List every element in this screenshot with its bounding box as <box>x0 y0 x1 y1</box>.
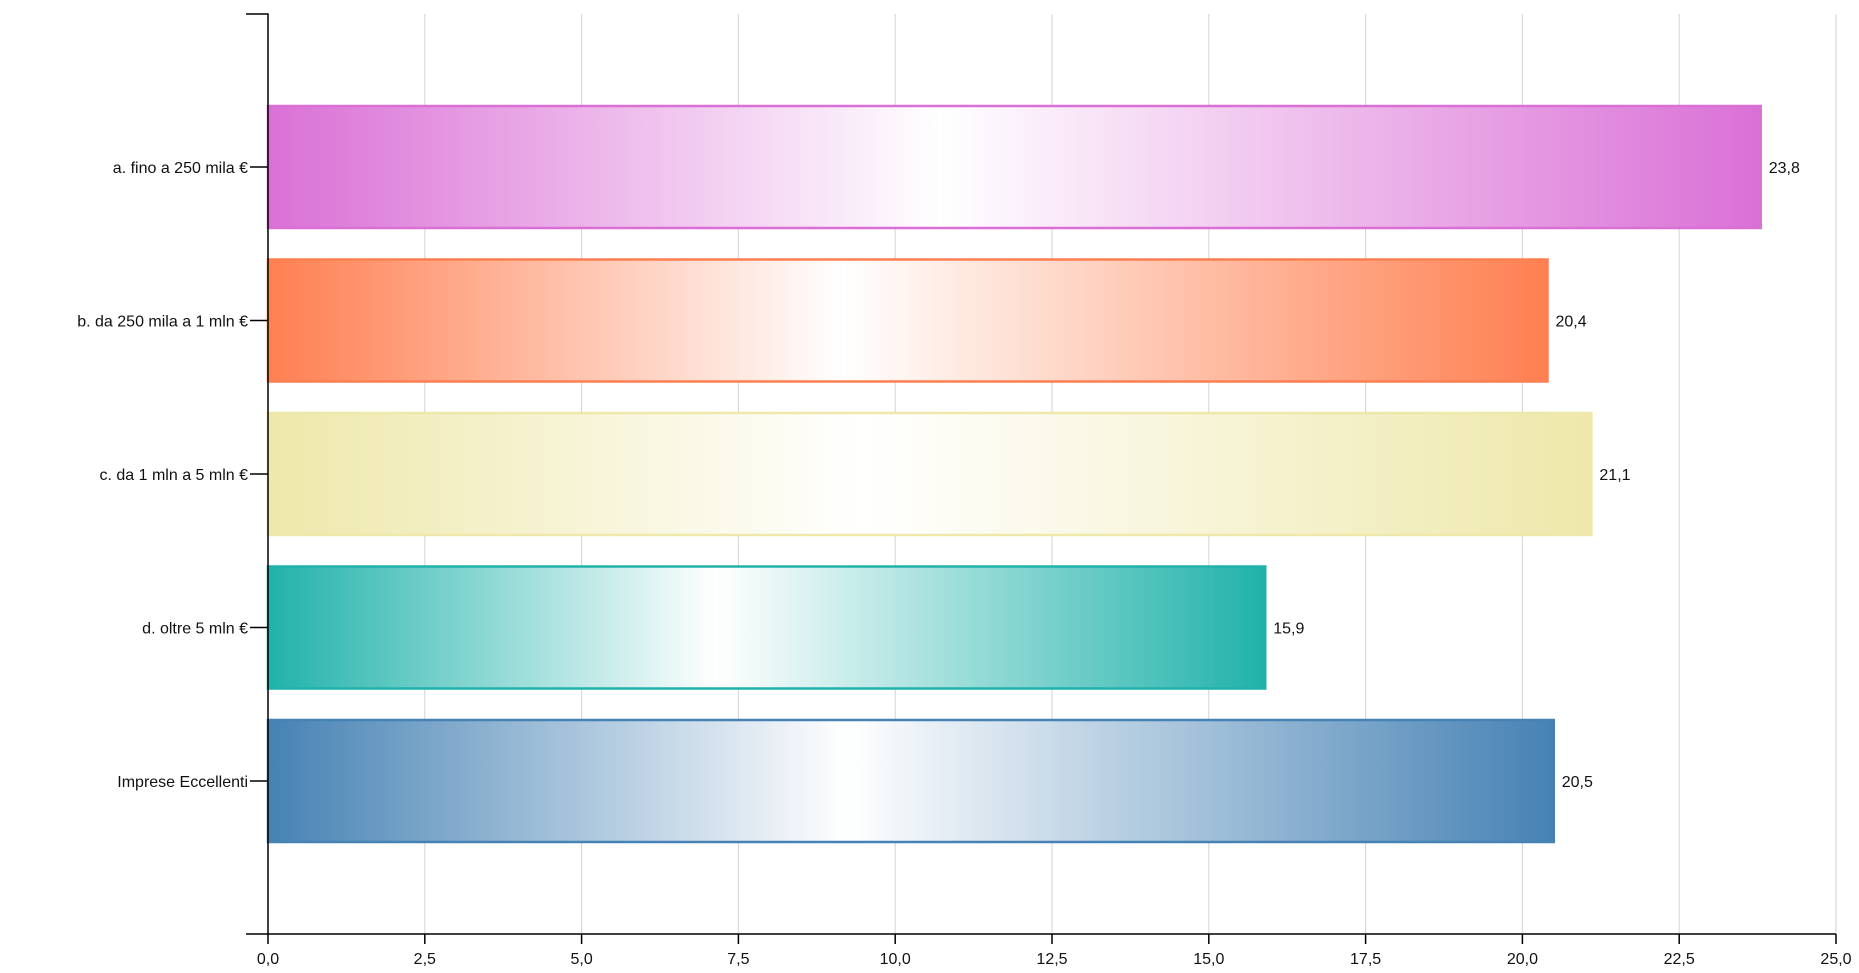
x-tick-label: 25,0 <box>1820 951 1851 968</box>
x-tick-label: 0,0 <box>257 951 279 968</box>
bar <box>266 411 1593 537</box>
bar <box>266 565 1267 690</box>
bar <box>266 718 1556 844</box>
bar <box>266 104 1762 230</box>
x-tick-label: 10,0 <box>880 951 911 968</box>
y-axis <box>246 13 269 934</box>
data-label: 23,8 <box>1769 160 1800 177</box>
data-label: 15,9 <box>1273 621 1304 638</box>
category-label: c. da 1 mln a 5 mln € <box>99 467 248 484</box>
axes <box>246 13 1837 944</box>
category-label: d. oltre 5 mln € <box>142 621 248 638</box>
bars <box>266 104 1762 844</box>
x-tick-label: 15,0 <box>1193 951 1224 968</box>
x-tick-label: 22,5 <box>1664 951 1695 968</box>
data-label: 20,5 <box>1562 774 1593 791</box>
data-label: 20,4 <box>1555 314 1586 331</box>
labels: 23,8 a. fino a 250 mila € 20,4 b. da 250 mi… <box>77 160 1851 968</box>
x-tick-label: 2,5 <box>414 951 436 968</box>
category-label: Imprese Eccellenti <box>117 774 248 791</box>
x-tick-label: 17,5 <box>1350 951 1381 968</box>
x-tick-label: 7,5 <box>727 951 749 968</box>
x-tick-label: 20,0 <box>1507 951 1538 968</box>
bar <box>266 258 1549 383</box>
category-label: a. fino a 250 mila € <box>113 160 248 177</box>
data-label: 21,1 <box>1599 467 1630 484</box>
x-tick-label: 12,5 <box>1036 951 1067 968</box>
x-tick-label: 5,0 <box>570 951 592 968</box>
category-label: b. da 250 mila a 1 mln € <box>77 314 248 331</box>
